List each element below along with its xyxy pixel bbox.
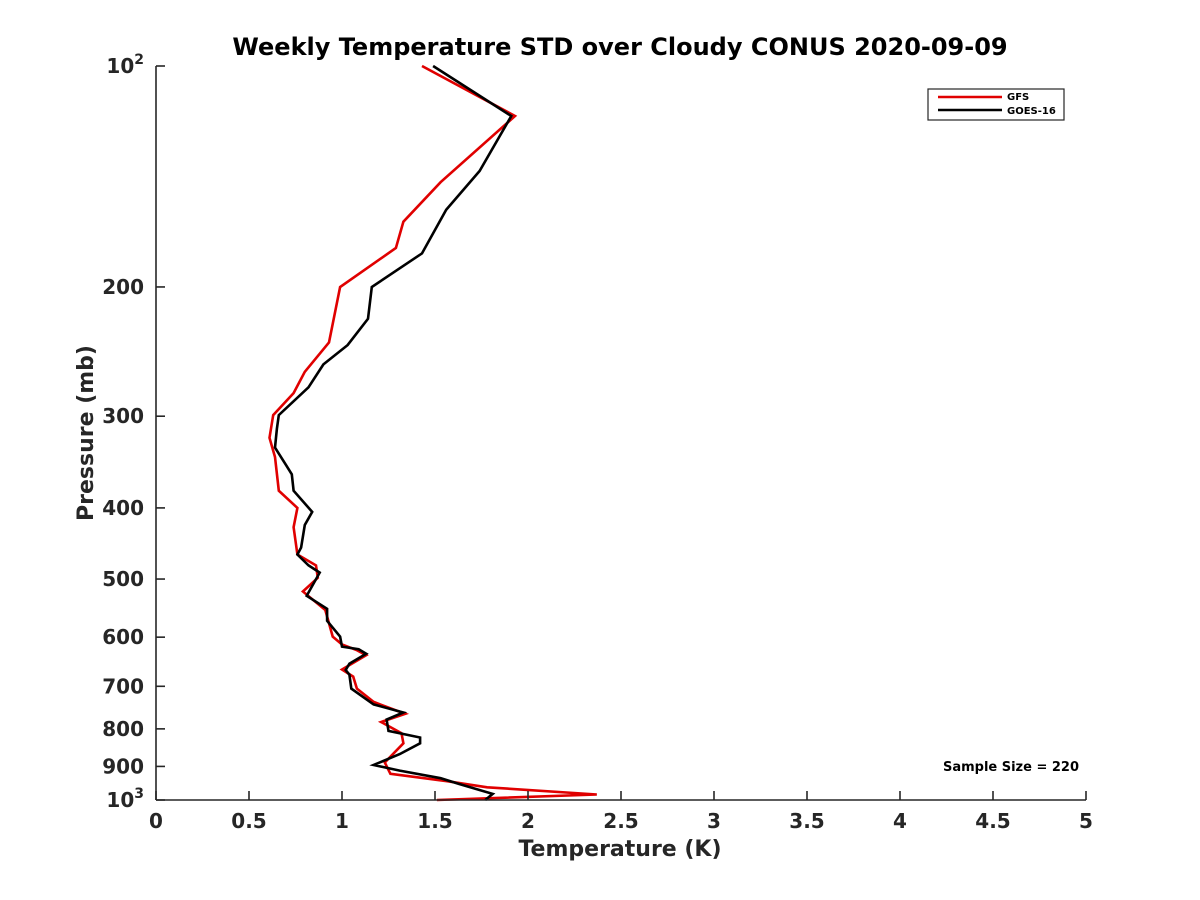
y-tick-label: 600 <box>102 625 144 649</box>
x-tick-label: 2 <box>521 809 535 833</box>
x-tick-label: 4.5 <box>975 809 1010 833</box>
sample-size-note: Sample Size = 220 <box>943 760 1079 775</box>
plot-lines <box>268 64 597 802</box>
x-tick-label: 0.5 <box>231 809 266 833</box>
x-tick-label: 5 <box>1079 809 1093 833</box>
y-tick-label: 800 <box>102 717 144 741</box>
legend-label-goes-16: GOES-16 <box>1007 106 1056 117</box>
y-ticks: 102 200 300 400 500 600 700 800 900 103 <box>102 52 165 812</box>
x-tick-label: 3.5 <box>789 809 824 833</box>
x-tick-label: 1.5 <box>417 809 452 833</box>
x-tick-label: 2.5 <box>603 809 638 833</box>
y-tick-label: 500 <box>102 567 144 591</box>
x-tick-label: 4 <box>893 809 907 833</box>
y-tick-label: 103 <box>106 786 144 812</box>
y-tick-label: 200 <box>102 275 144 299</box>
x-tick-label: 0 <box>149 809 163 833</box>
legend: GFS GOES-16 <box>927 88 1065 121</box>
legend-label-gfs: GFS <box>1007 92 1029 103</box>
y-tick-label: 102 <box>106 52 144 78</box>
x-tick-label: 3 <box>707 809 721 833</box>
x-tick-label: 1 <box>335 809 349 833</box>
chart-title: Weekly Temperature STD over Cloudy CONUS… <box>232 33 1007 61</box>
series-line-goes-16 <box>273 64 514 802</box>
x-ticks: 0 0.5 1 1.5 2 2.5 3 3.5 4 4.5 5 <box>149 791 1093 833</box>
x-axis-label: Temperature (K) <box>518 837 721 862</box>
legend-box <box>927 88 1065 121</box>
y-axis-label: Pressure (mb) <box>74 345 99 521</box>
y-tick-label: 900 <box>102 754 144 778</box>
y-tick-label: 700 <box>102 674 144 698</box>
y-tick-label: 400 <box>102 496 144 520</box>
y-tick-label: 300 <box>102 404 144 428</box>
